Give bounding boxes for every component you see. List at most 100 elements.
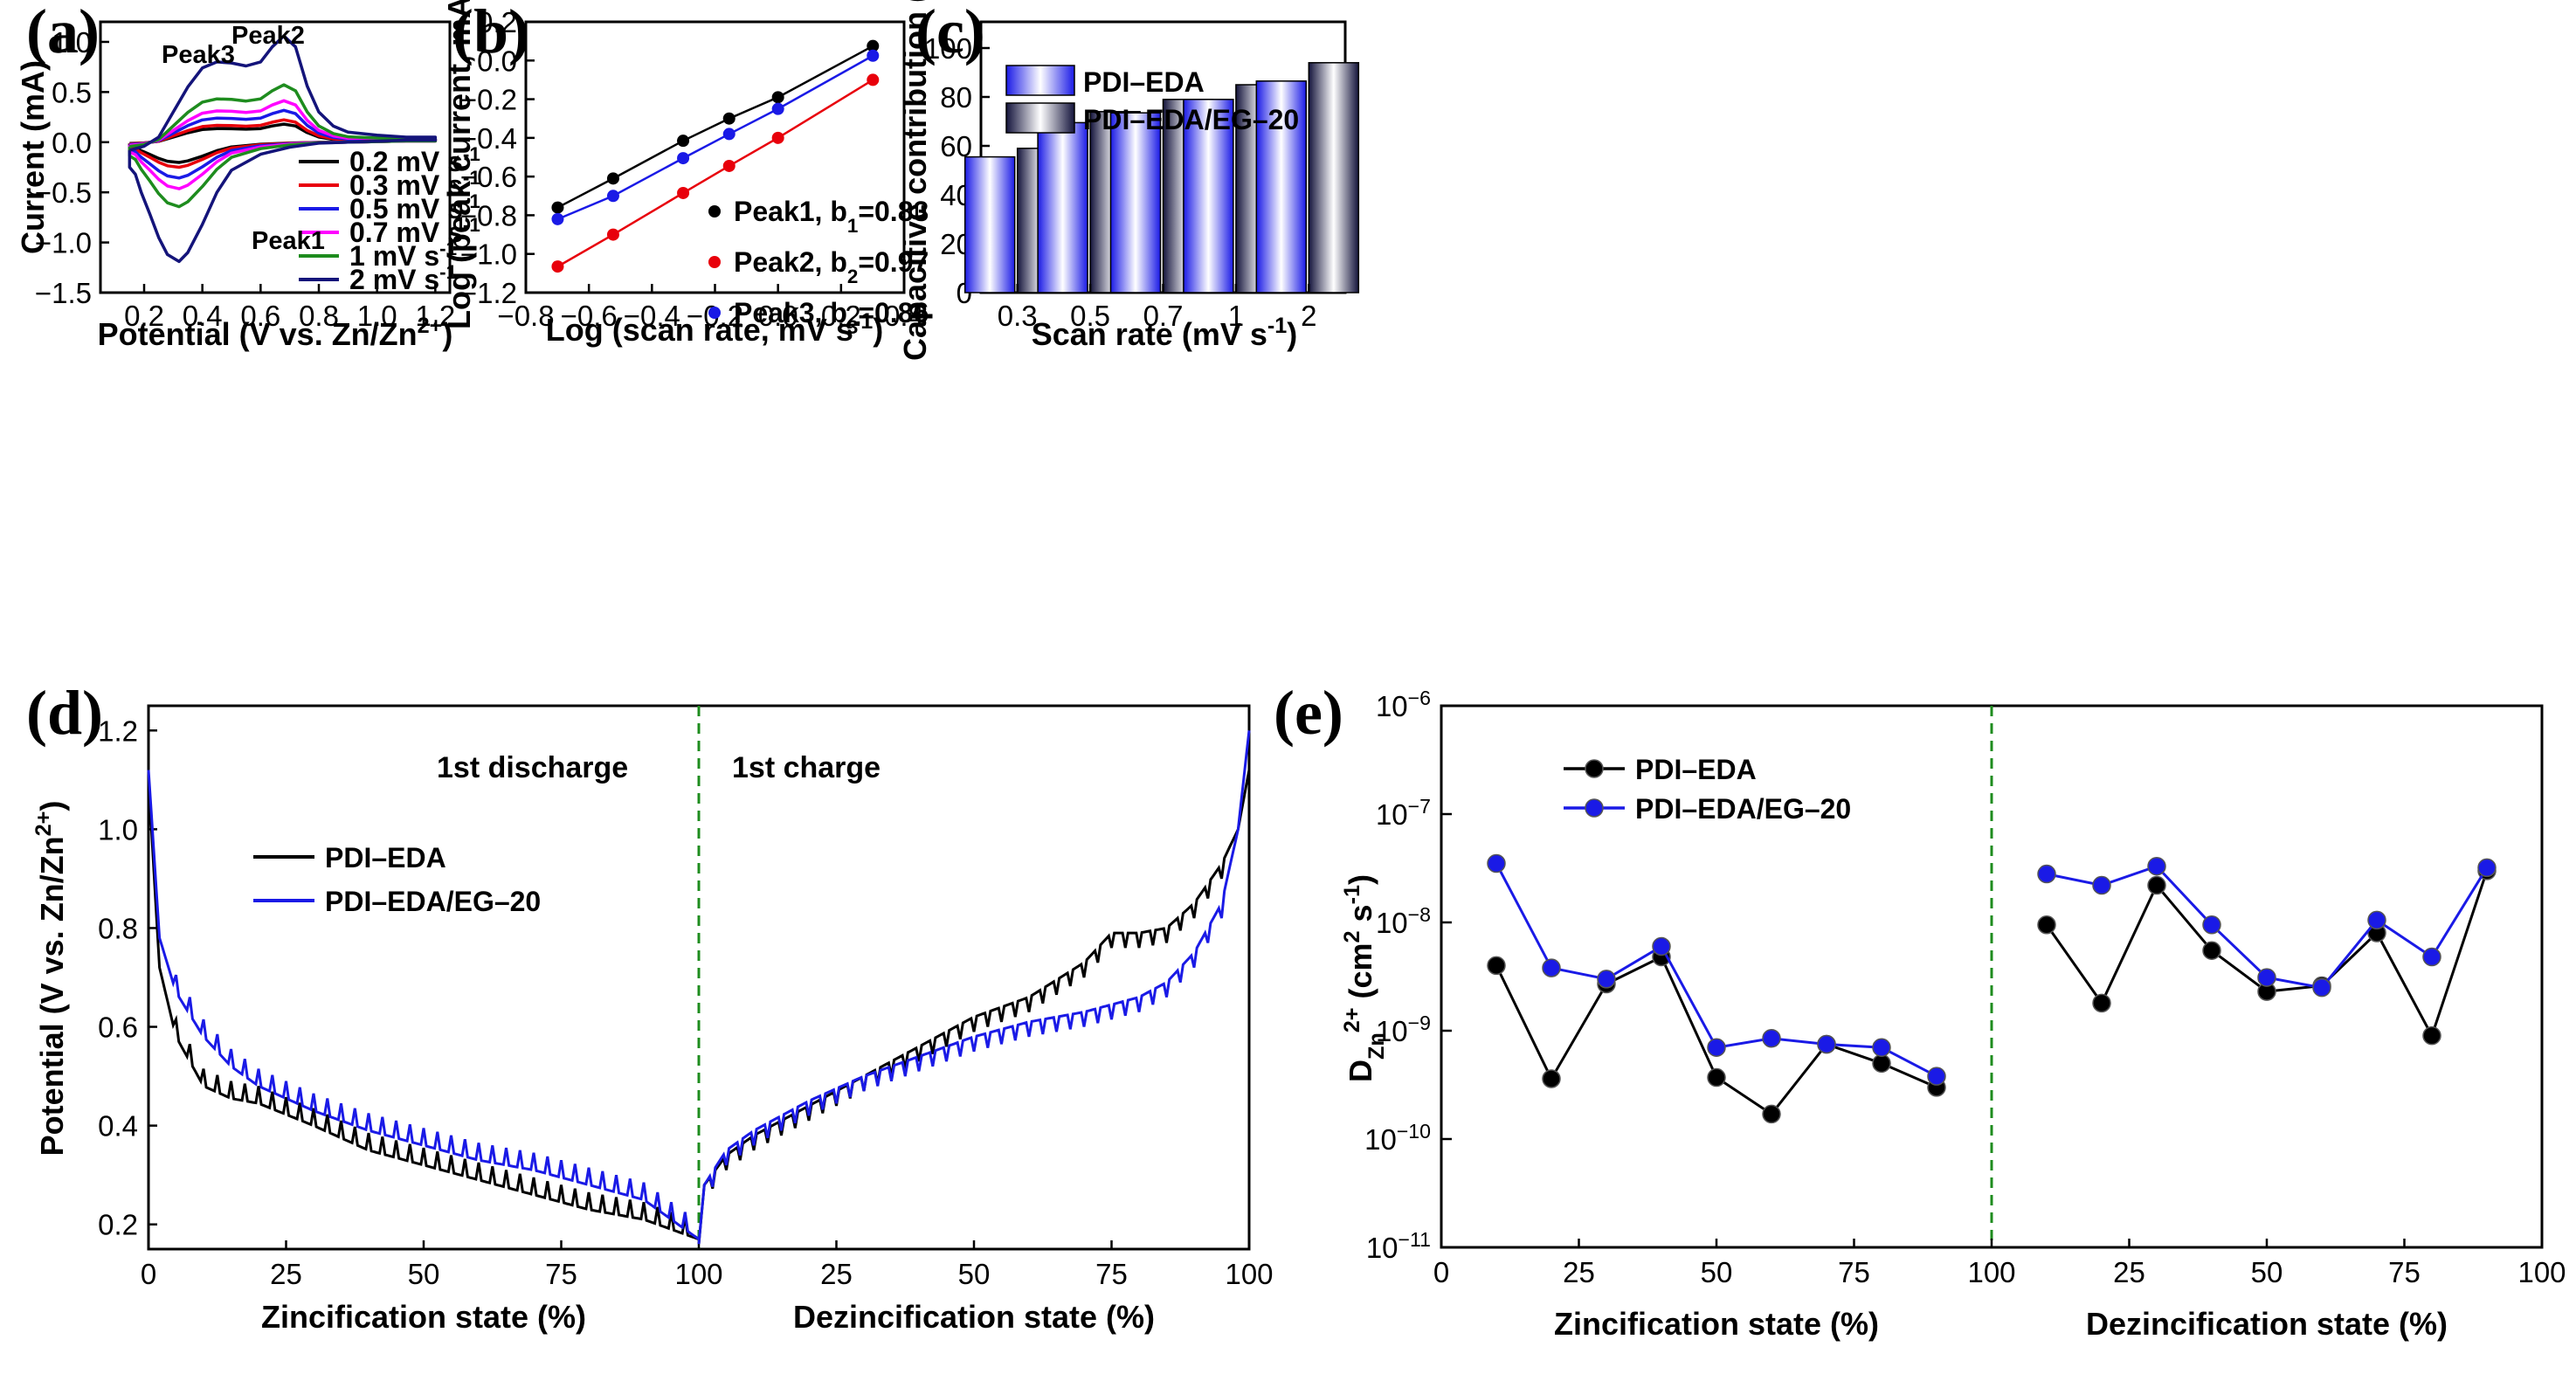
x-tick-label: 50	[408, 1258, 440, 1290]
y-tick-label: 0.0	[477, 45, 517, 77]
legend-label-part: =0.97	[858, 246, 929, 278]
x-tick-label: −0.6	[561, 300, 618, 332]
x-axis-title-part: -1	[1267, 314, 1287, 338]
legend-label: 2 mV s-1	[349, 261, 457, 296]
x-tick-label: 75	[2388, 1256, 2421, 1288]
y-tick-label: −0.8	[460, 199, 517, 231]
x-tick-label: 75	[1838, 1256, 1870, 1288]
y-axis-title-part: Potential (V vs. Zn/Zn	[34, 836, 70, 1156]
legend-label-part: Peak3, b	[734, 297, 847, 328]
panel-label: (a)	[26, 0, 100, 66]
legend-marker	[708, 307, 721, 319]
data-point	[606, 190, 619, 203]
y-axis-title-part: 2+	[1340, 1007, 1364, 1032]
legend-label-part: =0.86	[858, 297, 929, 328]
x-tick-label: 75	[545, 1258, 577, 1290]
legend-label-part: 0.5 mV s	[349, 193, 463, 224]
diffusion-line-zincification	[1495, 955, 1937, 1116]
data-point	[1487, 853, 1506, 873]
data-point	[606, 172, 619, 185]
y-axis-title-part: )	[34, 801, 70, 811]
x-tick-label: 0.0	[758, 300, 798, 332]
y-tick-label: 100	[924, 32, 972, 65]
data-point	[677, 135, 690, 148]
data-point	[867, 73, 880, 86]
y-tick-label-part: 10	[1364, 1123, 1397, 1156]
x-axis-title-part: Scan rate (mV s	[1032, 316, 1267, 352]
y-axis-title: Log (peak current, mA)	[441, 0, 477, 329]
x-axis-title-part: Potential (V vs. Zn/Zn	[98, 316, 418, 352]
data-point	[771, 102, 784, 115]
y-axis-title: Current (mA)	[15, 60, 51, 254]
legend-label: PDI–EDA/EG–20	[1083, 104, 1299, 135]
data-point	[2037, 915, 2056, 935]
x-axis-title: Zincification state (%)	[261, 1299, 586, 1335]
legend-label-part: 0.2 mV s	[349, 146, 463, 177]
y-tick-label-part: −9	[1408, 1012, 1431, 1034]
legend-swatch	[1005, 102, 1075, 134]
plot-frame	[99, 20, 452, 294]
legend-label: 0.5 mV s-1	[349, 190, 480, 225]
x-tick-label: 0.4	[183, 300, 223, 332]
data-point	[2367, 910, 2386, 930]
data-point	[2147, 875, 2166, 895]
data-point	[551, 212, 564, 225]
x-tick-label: 1.2	[415, 300, 455, 332]
data-point	[1707, 1038, 1726, 1057]
x-axis-title-part: )	[442, 316, 452, 352]
legend-label-part: 1 mV s	[349, 240, 439, 272]
bar	[1183, 99, 1234, 293]
legend-marker	[708, 256, 721, 268]
data-point	[551, 201, 564, 214]
data-point	[1652, 936, 1671, 956]
x-tick-label: 0.4	[884, 300, 924, 332]
fit-line	[556, 54, 874, 221]
y-tick-label: 10−7	[1376, 795, 1431, 831]
peak-label: Peak3	[162, 41, 235, 69]
phase-label: 1st charge	[732, 751, 881, 784]
y-tick-label-part: 10	[1366, 1232, 1398, 1264]
legend-label-part: =0.83	[858, 196, 929, 227]
phase-label: 1st discharge	[437, 751, 628, 784]
x-axis-title: Zincification state (%)	[1554, 1306, 1879, 1342]
peak-label: Peak2	[231, 22, 305, 50]
data-point	[1762, 1029, 1781, 1048]
legend-marker	[1585, 798, 1604, 818]
y-tick-label: 0.2	[98, 1209, 138, 1241]
data-point	[771, 91, 784, 104]
y-tick-label: −0.2	[460, 84, 517, 116]
y-tick-label-part: −6	[1408, 687, 1431, 709]
x-axis-title-part: )	[873, 312, 883, 348]
data-point	[722, 159, 736, 172]
x-tick-label: −0.4	[624, 300, 680, 332]
data-point	[1707, 1067, 1726, 1087]
x-tick-label: 75	[1095, 1258, 1128, 1290]
legend-label: PDI–EDA/EG–20	[325, 886, 541, 917]
legend-label-part: -1	[463, 214, 480, 236]
gitt-charge-curve	[697, 770, 1251, 1245]
x-tick-label: 0.6	[240, 300, 280, 332]
x-axis-title: Log (scan rate, mV s-1)	[546, 309, 884, 348]
data-point	[867, 39, 880, 52]
y-axis-title-part: s	[1343, 904, 1378, 930]
y-tick-label: 0.5	[52, 76, 92, 108]
y-tick-label-part: −10	[1397, 1120, 1431, 1143]
gitt-discharge-curve	[147, 779, 700, 1241]
data-point	[2422, 1025, 2441, 1046]
legend-swatch	[1005, 65, 1075, 96]
legend-label: 1 mV s-1	[349, 238, 457, 273]
y-tick-label-part: 10	[1376, 690, 1408, 722]
peak-label: Peak1	[252, 227, 325, 255]
panel-b: −0.8−0.6−0.4−0.20.00.20.4−1.2−1.0−0.8−0.…	[441, 0, 929, 348]
legend-label-part: 2	[847, 266, 858, 287]
x-axis-title: Dezincification state (%)	[2086, 1306, 2448, 1342]
legend-marker	[708, 205, 721, 217]
y-tick-label: 10−11	[1366, 1228, 1431, 1264]
y-tick-label-part: 10	[1376, 907, 1408, 939]
x-tick-label: 25	[820, 1258, 853, 1290]
y-axis-title-part: )	[1343, 874, 1378, 885]
legend-label: Peak2, b2=0.97	[734, 246, 929, 287]
legend-label-part: 3	[847, 316, 858, 338]
y-axis-title-part: Zn	[1364, 1032, 1389, 1060]
x-tick-label: 0	[141, 1258, 156, 1290]
